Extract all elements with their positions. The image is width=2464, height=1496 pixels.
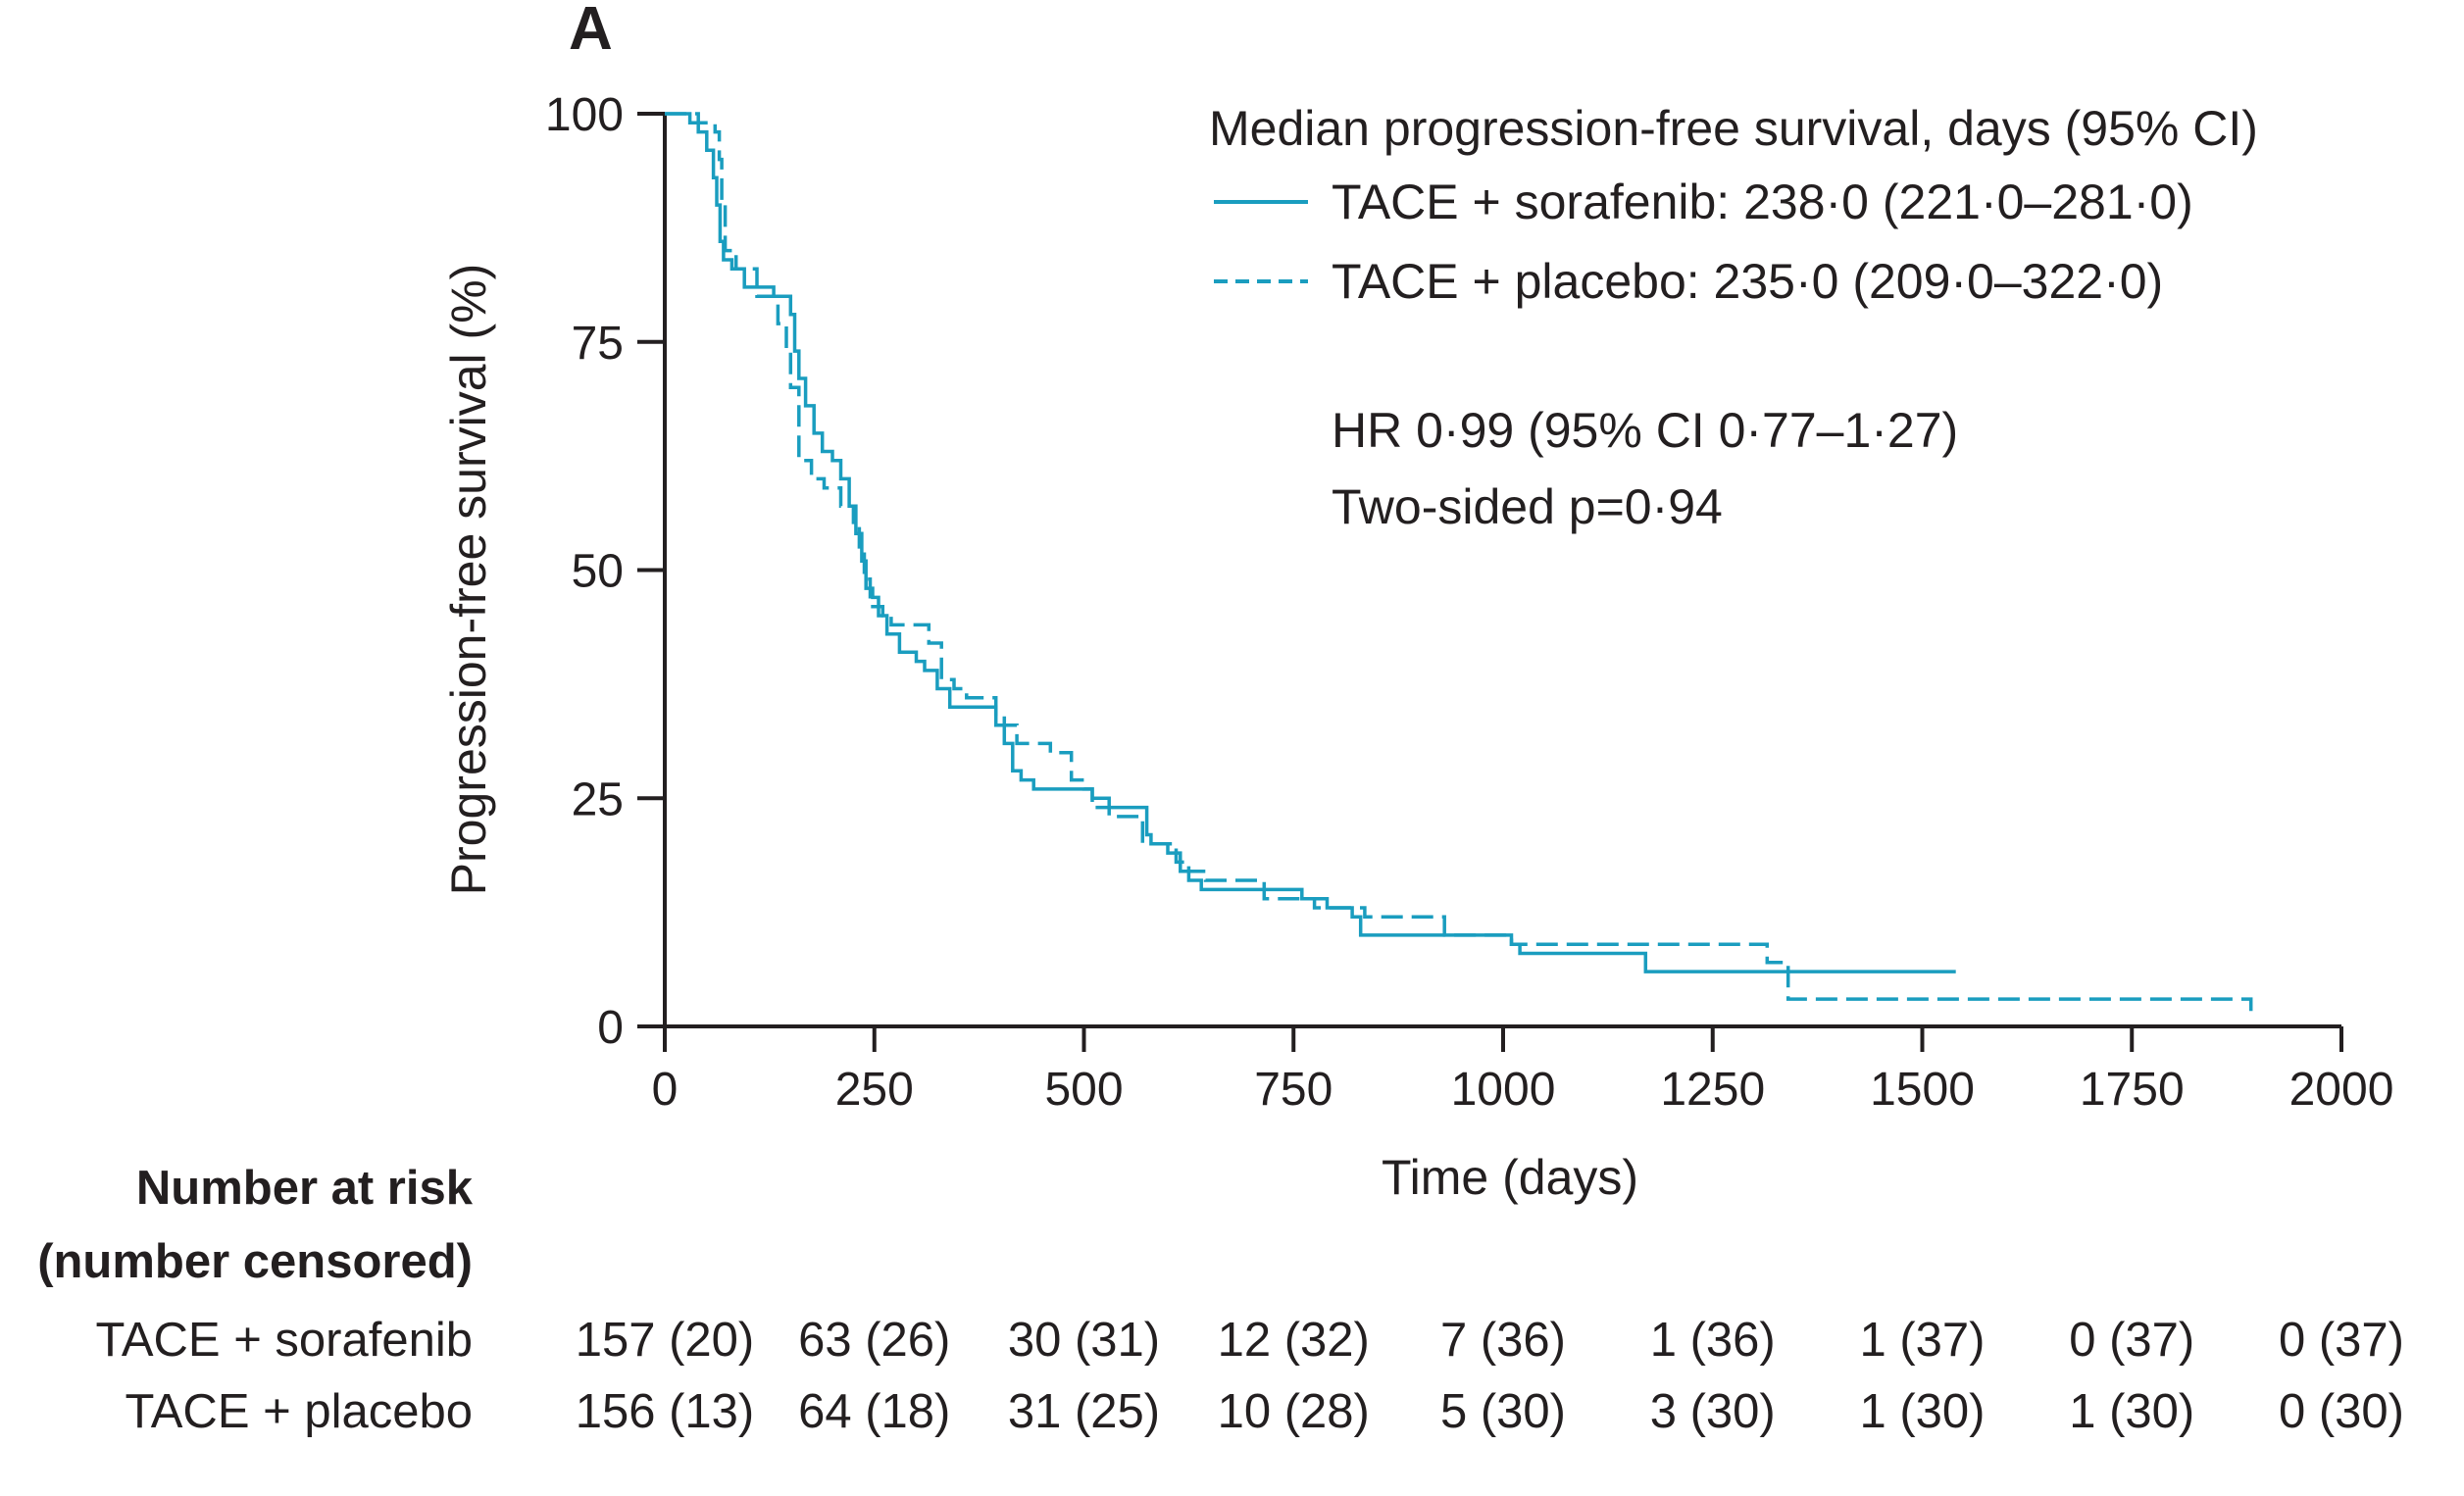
y-axis-title: Progression-free survival (%) [441,264,496,896]
risk-cell: 0 (37) [2069,1314,2194,1367]
x-tick-label: 1250 [1660,1064,1765,1116]
panel-label: A [569,0,613,63]
risk-cell: 7 (36) [1440,1314,1566,1367]
risk-row-label-sorafenib: TACE + sorafenib [96,1314,473,1367]
x-tick-label: 1750 [2080,1064,2185,1116]
x-tick-label: 2000 [2289,1064,2394,1116]
risk-cell: 0 (30) [2279,1385,2404,1438]
risk-table-title: Number at risk [136,1162,474,1215]
risk-cell: 0 (37) [2279,1314,2404,1367]
series-line-tace-placebo [665,112,2253,1018]
series-line-tace-sorafenib [665,112,1956,973]
legend-entry-sorafenib: TACE + sorafenib: 238·0 (221·0–281·0) [1332,175,2193,229]
risk-cell: 1 (37) [1859,1314,1985,1367]
hazard-ratio-annotation: HR 0·99 (95% CI 0·77–1·27) [1332,403,1958,458]
risk-cell: 10 (28) [1218,1385,1370,1438]
risk-cell: 156 (13) [576,1385,755,1438]
y-axis: 0 25 50 75 100 [545,89,667,1054]
risk-table: Number at risk (number censored) TACE + … [37,1162,2404,1438]
risk-cell: 1 (36) [1650,1314,1776,1367]
p-value-annotation: Two-sided p=0·94 [1332,479,1723,534]
risk-cell: 31 (25) [1008,1385,1160,1438]
x-tick-label: 750 [1254,1064,1333,1116]
risk-cell: 3 (30) [1650,1385,1776,1438]
risk-cell: 12 (32) [1218,1314,1370,1367]
y-tick-label: 100 [545,89,624,141]
x-axis: 0 250 500 750 1000 1250 1500 1750 2000 [652,1024,2394,1116]
risk-cell: 63 (26) [798,1314,950,1367]
y-tick-label: 25 [572,773,624,825]
risk-row-label-placebo: TACE + placebo [125,1385,473,1438]
risk-cell: 30 (31) [1008,1314,1160,1367]
x-tick-label: 1500 [1870,1064,1975,1116]
x-tick-label: 250 [835,1064,914,1116]
risk-table-cells: 157 (20) 63 (26) 30 (31) 12 (32) 7 (36) 1 (36… [576,1314,2404,1438]
risk-cell: 1 (30) [2069,1385,2194,1438]
legend-entry-placebo: TACE + placebo: 235·0 (209·0–322·0) [1332,254,2163,309]
x-tick-label: 0 [652,1064,679,1116]
risk-cell: 5 (30) [1440,1385,1566,1438]
x-axis-title: Time (days) [1382,1150,1638,1205]
risk-table-subtitle: (number censored) [37,1235,473,1288]
legend: Median progression-free survival, days (… [1209,101,2258,309]
risk-cell: 1 (30) [1859,1385,1985,1438]
x-tick-label: 500 [1044,1064,1123,1116]
y-tick-label: 75 [572,318,624,370]
legend-title: Median progression-free survival, days (… [1209,101,2258,156]
y-tick-label: 50 [572,546,624,598]
series-layer [665,112,2253,1018]
y-tick-label: 0 [597,1002,624,1054]
risk-cell: 157 (20) [576,1314,755,1367]
risk-cell: 64 (18) [798,1385,950,1438]
x-tick-label: 1000 [1451,1064,1556,1116]
